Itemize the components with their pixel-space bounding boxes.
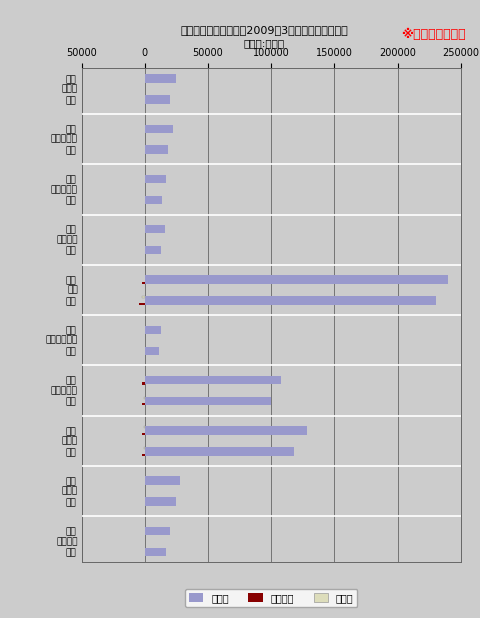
- Bar: [145, 95, 170, 104]
- Bar: [145, 225, 165, 234]
- Bar: [145, 196, 163, 204]
- Bar: [145, 246, 161, 255]
- Bar: [145, 145, 168, 154]
- Bar: [139, 303, 145, 305]
- Bar: [144, 426, 145, 428]
- Bar: [145, 376, 281, 384]
- Bar: [142, 383, 145, 384]
- Text: マツダ: マツダ: [62, 85, 78, 93]
- Bar: [145, 125, 173, 133]
- Bar: [142, 454, 145, 455]
- Bar: [145, 426, 307, 434]
- Text: 主要自動車メーカーの2009年3月期連結業績見通し: 主要自動車メーカーの2009年3月期連結業績見通し: [180, 25, 348, 35]
- Bar: [142, 296, 145, 298]
- Bar: [145, 296, 435, 305]
- Bar: [145, 276, 448, 284]
- Legend: 売上高, 営業損益, 純損益: 売上高, 営業損益, 純損益: [185, 589, 358, 607]
- Bar: [142, 404, 145, 405]
- Text: ダイハツ: ダイハツ: [56, 537, 78, 546]
- Bar: [142, 282, 145, 284]
- Text: ニッサン: ニッサン: [56, 235, 78, 244]
- Bar: [145, 476, 180, 485]
- Text: 豊田: 豊田: [67, 286, 78, 295]
- Bar: [145, 497, 177, 506]
- Text: 三菱自動車: 三菱自動車: [51, 135, 78, 144]
- Text: （単位:億円）: （単位:億円）: [243, 38, 285, 48]
- Text: 三菱ふそう: 三菱ふそう: [51, 185, 78, 194]
- Bar: [145, 326, 161, 334]
- Text: 三菱日自動車: 三菱日自動車: [46, 336, 78, 345]
- Bar: [144, 397, 145, 399]
- Bar: [145, 548, 166, 556]
- Bar: [142, 433, 145, 435]
- Text: スズキ: スズキ: [62, 486, 78, 496]
- Bar: [145, 347, 159, 355]
- Bar: [145, 447, 294, 455]
- Bar: [144, 447, 145, 449]
- Text: 日産自動車: 日産自動車: [51, 386, 78, 395]
- Bar: [145, 175, 166, 183]
- Bar: [145, 397, 271, 405]
- Bar: [145, 74, 177, 83]
- Text: ※クリックで拡大: ※クリックで拡大: [401, 28, 466, 41]
- Text: ホンダ: ホンダ: [62, 436, 78, 446]
- Bar: [145, 527, 170, 535]
